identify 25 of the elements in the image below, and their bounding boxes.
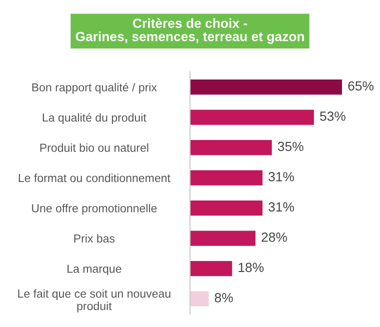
y-tick-label: Produit bio ou naturel: [40, 143, 148, 152]
bar: [190, 230, 256, 246]
bar: [190, 80, 342, 95]
y-tick-label: Le fait que ce soit un nouveau produit: [18, 289, 170, 312]
data-label: 65%: [348, 81, 374, 91]
y-tick-label: Une offre promotionnelle: [32, 204, 157, 215]
data-label: 28%: [262, 232, 287, 242]
data-label: 31%: [268, 202, 294, 212]
bar: [190, 110, 314, 125]
bar: [190, 140, 272, 156]
data-label: 18%: [238, 262, 264, 272]
data-label: 31%: [268, 172, 294, 182]
data-label: 35%: [278, 142, 304, 152]
y-tick-label: Prix bas: [74, 234, 115, 243]
bar: [190, 260, 232, 276]
data-label: 53%: [320, 112, 346, 121]
y-tick-label: La marque: [68, 264, 122, 276]
chart-title: Critères de choix - Garines, semences, terreau et gazon: [76, 18, 304, 44]
bar: [190, 170, 262, 186]
y-tick-label: La qualité du produit: [42, 113, 146, 124]
data-label: 8%: [214, 292, 233, 302]
y-tick-label: Le format ou conditionnement: [18, 174, 170, 182]
bar: [190, 200, 262, 216]
bar: [190, 291, 209, 306]
y-tick-label: Bon rapport qualité / prix: [32, 82, 157, 94]
